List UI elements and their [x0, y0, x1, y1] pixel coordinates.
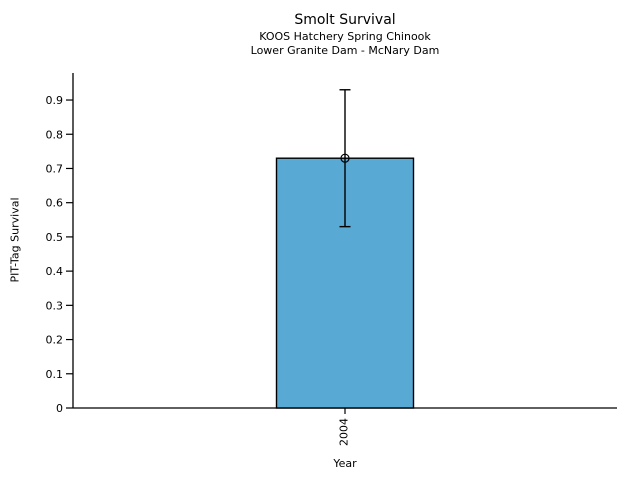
data-point-marker: [340, 153, 350, 163]
y-tick-label: 0.4: [46, 265, 64, 278]
chart-subtitle-line1: KOOS Hatchery Spring Chinook: [259, 30, 431, 43]
y-tick-label: 0.7: [46, 162, 64, 175]
y-tick-label: 0: [56, 402, 63, 415]
y-tick-label: 0.8: [46, 128, 64, 141]
y-tick-label: 0.1: [46, 368, 64, 381]
y-tick-label: 0.3: [46, 299, 64, 312]
y-tick-label: 0.6: [46, 197, 64, 210]
x-axis-label: Year: [333, 457, 357, 470]
y-tick-label: 0.5: [46, 231, 64, 244]
y-tick-label: 0.2: [46, 334, 64, 347]
chart-title: Smolt Survival: [294, 12, 396, 28]
chart-subtitle-line2: Lower Granite Dam - McNary Dam: [250, 44, 440, 57]
y-tick-label: 0.9: [46, 94, 64, 107]
